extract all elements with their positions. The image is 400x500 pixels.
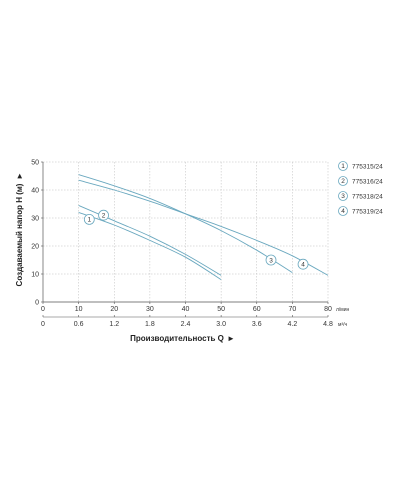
legend-marker-1 xyxy=(338,161,348,171)
legend-entry-2: 775316/24 xyxy=(352,178,383,185)
x-axis-arrow: ► xyxy=(227,334,235,343)
series-line-4 xyxy=(78,179,329,276)
legend-entry-3: 775318/24 xyxy=(352,193,383,200)
x-tick-label: 20 xyxy=(110,306,118,313)
x-tick-label: 80 xyxy=(324,306,332,313)
series-marker-label-1: 1 xyxy=(88,217,92,224)
legend-marker-label-2: 2 xyxy=(341,178,345,185)
x-axis-unit-secondary: м³/ч xyxy=(338,322,347,328)
y-tick-label: 10 xyxy=(31,272,39,279)
x2-tick-label: 3.6 xyxy=(252,321,262,328)
series-lines xyxy=(78,174,329,280)
x-tick-label: 60 xyxy=(253,306,261,313)
series-marker-label-2: 2 xyxy=(102,213,106,220)
y-tick-label: 30 xyxy=(31,216,39,223)
series-marker-3 xyxy=(265,254,277,266)
x-tick-label: 0 xyxy=(41,306,45,313)
y-tick-label: 50 xyxy=(31,160,39,167)
y-tick-label: 40 xyxy=(31,188,39,195)
x2-tick-label: 4.2 xyxy=(288,321,298,328)
x2-tick-label: 1.2 xyxy=(109,321,119,328)
legend-marker-label-4: 4 xyxy=(341,208,345,215)
x-axis-title: Производительность Q xyxy=(130,334,224,343)
x-tick-label: 30 xyxy=(146,306,154,313)
x2-tick-label: 4.8 xyxy=(323,321,333,328)
y-tick-label: 20 xyxy=(31,244,39,251)
x-tick-label: 50 xyxy=(217,306,225,313)
series-line-2 xyxy=(78,211,222,280)
y-tick-label: 0 xyxy=(35,300,39,307)
legend-marker-3 xyxy=(338,191,348,201)
legend-marker-label-1: 1 xyxy=(341,163,345,170)
x-tick-label: 10 xyxy=(75,306,83,313)
x-tick-label: 70 xyxy=(288,306,296,313)
tick-labels: 00100.6201.2301.8402.4503.0603.6704.2804… xyxy=(31,160,333,329)
series-marker-label-4: 4 xyxy=(301,262,305,269)
legend-marker-2 xyxy=(338,176,348,186)
x2-tick-label: 0.6 xyxy=(74,321,84,328)
legend-entry-4: 775319/24 xyxy=(352,208,383,215)
grid xyxy=(43,161,329,302)
x-axis-unit-primary: л/мин xyxy=(336,307,350,313)
x2-tick-label: 3.0 xyxy=(216,321,226,328)
x2-tick-label: 0 xyxy=(41,321,45,328)
series-markers: 1 2 3 4 xyxy=(83,209,309,270)
legend-marker-4 xyxy=(338,206,348,216)
x-tick-label: 40 xyxy=(182,306,190,313)
legend-marker-label-3: 3 xyxy=(341,193,345,200)
series-marker-label-3: 3 xyxy=(269,257,273,264)
y-axis-arrow: ► xyxy=(15,172,24,180)
series-marker-4 xyxy=(297,258,309,270)
series-marker-1 xyxy=(83,213,95,225)
x2-tick-label: 2.4 xyxy=(181,321,191,328)
axes xyxy=(41,161,329,318)
legend-entry-1: 775315/24 xyxy=(352,163,383,170)
legend: 1 775315/24 2 775316/24 3 775318/24 4 775319/24 xyxy=(338,161,383,216)
y-axis-title: Создаваемый напор H (м) xyxy=(15,183,24,286)
series-marker-2 xyxy=(98,209,109,221)
x2-tick-label: 1.8 xyxy=(145,321,155,328)
